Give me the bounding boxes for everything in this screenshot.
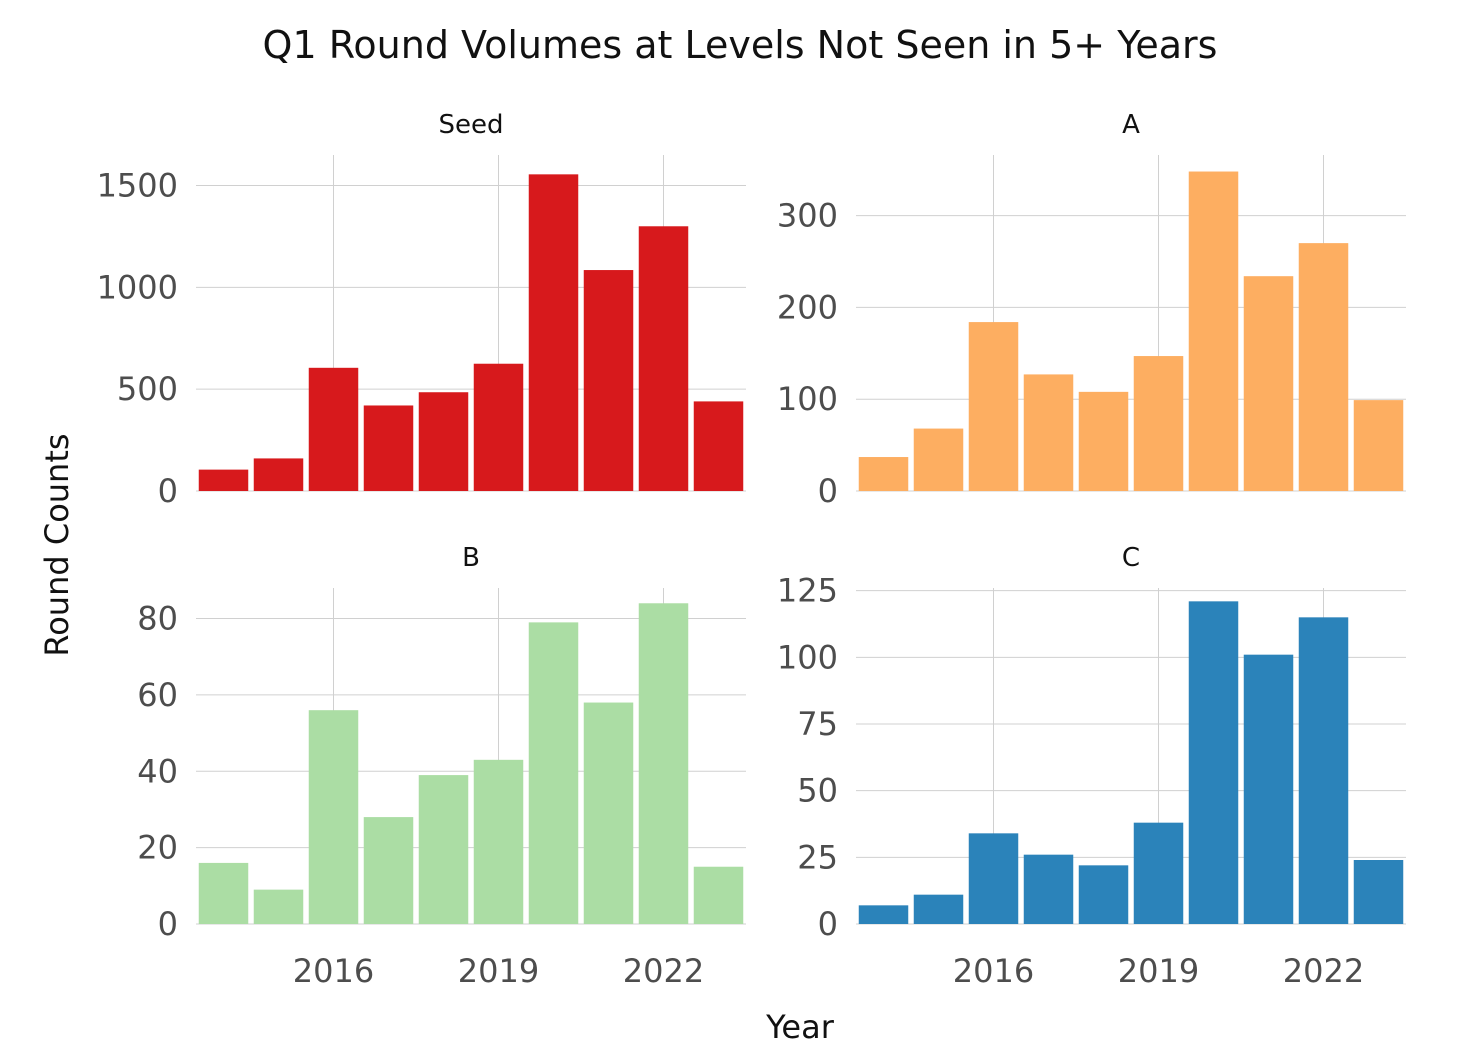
bar-b-2022 [638, 603, 689, 924]
bar-seed-2018 [418, 392, 469, 491]
y-tick-label: 500 [117, 370, 178, 408]
y-tick-label: 200 [777, 288, 838, 326]
bar-b-2021 [583, 702, 634, 924]
bar-c-2016 [968, 833, 1019, 924]
bar-seed-2015 [253, 458, 304, 491]
y-tick-label: 300 [777, 197, 838, 235]
bar-c-2015 [913, 894, 964, 924]
x-axis-title: Year [765, 1008, 835, 1046]
bar-b-2016 [308, 710, 359, 924]
bar-seed-2023 [693, 401, 744, 491]
bar-a-2015 [913, 428, 964, 491]
x-tick-label: 2019 [458, 952, 539, 990]
facet-panel-b: 0 20 40 60 80 2016 2019 2022 B [137, 543, 746, 990]
y-tick-label: 1000 [97, 268, 178, 306]
y-tick-label: 100 [777, 638, 838, 676]
bar-a-2017 [1023, 374, 1074, 491]
bar-seed-2017 [363, 405, 414, 491]
bar-c-2021 [1243, 654, 1294, 924]
facet-label: Seed [439, 110, 504, 140]
y-tick-label: 50 [797, 772, 838, 810]
facet-label: A [1122, 110, 1140, 140]
y-tick-label: 0 [818, 905, 838, 943]
bar-c-2019 [1133, 822, 1184, 924]
bar-c-2017 [1023, 854, 1074, 924]
bar-b-2015 [253, 889, 304, 924]
y-tick-label: 0 [158, 472, 178, 510]
y-tick-label: 125 [777, 572, 838, 610]
bar-b-2018 [418, 775, 469, 924]
facet-label: C [1122, 543, 1140, 573]
y-tick-label: 80 [137, 600, 178, 638]
bar-a-2019 [1133, 356, 1184, 491]
y-tick-label: 25 [797, 838, 838, 876]
bar-a-2022 [1298, 243, 1349, 491]
bar-c-2014 [858, 905, 909, 924]
facet-panel-a: 0 100 200 300 A [777, 110, 1406, 510]
bar-a-2014 [858, 457, 909, 491]
bar-c-2018 [1078, 865, 1129, 924]
bar-seed-2014 [198, 469, 249, 491]
bar-c-2022 [1298, 617, 1349, 924]
y-tick-label: 40 [137, 752, 178, 790]
bar-b-2019 [473, 759, 524, 924]
bar-seed-2016 [308, 367, 359, 491]
x-tick-label: 2022 [1283, 952, 1364, 990]
bar-b-2017 [363, 817, 414, 924]
facet-label: B [462, 543, 480, 573]
y-axis-title: Round Counts [38, 433, 76, 656]
bar-c-2023 [1353, 860, 1404, 924]
bar-a-2016 [968, 322, 1019, 491]
x-tick-label: 2016 [953, 952, 1034, 990]
bar-seed-2020 [528, 174, 579, 491]
bar-b-2020 [528, 622, 579, 924]
bar-seed-2021 [583, 270, 634, 491]
bar-a-2023 [1353, 400, 1404, 491]
bar-c-2020 [1188, 601, 1239, 924]
y-tick-label: 1500 [97, 167, 178, 205]
bar-a-2021 [1243, 276, 1294, 491]
bar-a-2018 [1078, 391, 1129, 491]
y-tick-label: 75 [797, 705, 838, 743]
y-tick-label: 20 [137, 829, 178, 867]
y-tick-label: 100 [777, 380, 838, 418]
chart-title: Q1 Round Volumes at Levels Not Seen in 5… [263, 23, 1218, 67]
bar-seed-2022 [638, 226, 689, 492]
facet-panels: 050010001500Seed0100200300A0204060802016… [97, 110, 1406, 990]
y-tick-label: 0 [158, 905, 178, 943]
bar-seed-2019 [473, 363, 524, 491]
y-tick-label: 0 [818, 472, 838, 510]
facet-panel-c: 0 25 50 75 100 125 2016 2019 2022 C [777, 543, 1406, 990]
facet-panel-seed: 0 500 1000 1500 Seed [97, 110, 746, 510]
y-tick-label: 60 [137, 676, 178, 714]
bar-b-2014 [198, 862, 249, 924]
x-tick-label: 2022 [623, 952, 704, 990]
bar-b-2023 [693, 866, 744, 924]
bar-a-2020 [1188, 171, 1239, 491]
x-tick-label: 2016 [293, 952, 374, 990]
x-tick-label: 2019 [1118, 952, 1199, 990]
